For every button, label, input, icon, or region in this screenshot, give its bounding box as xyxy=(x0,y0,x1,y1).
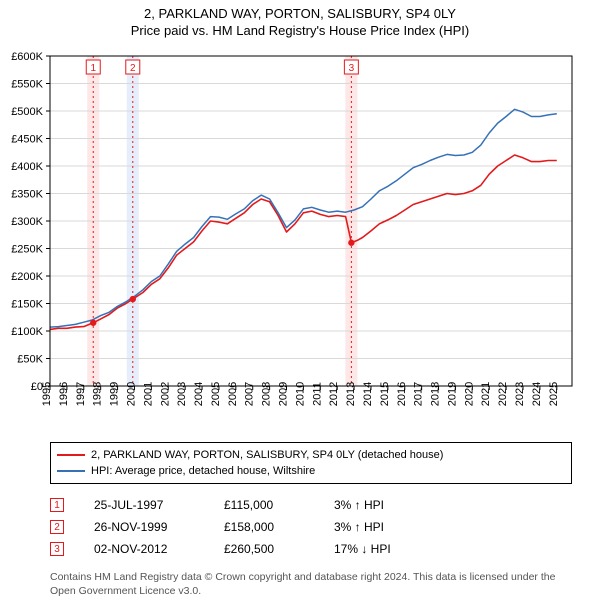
transaction-table: 1 25-JUL-1997 £115,000 3% ↑ HPI 2 26-NOV-1999… xyxy=(50,494,572,560)
xtick-label: 2023 xyxy=(514,382,526,406)
transaction-delta: 3% ↑ HPI xyxy=(334,520,434,534)
footnote: Contains HM Land Registry data © Crown c… xyxy=(50,570,572,598)
marker-point xyxy=(90,320,96,326)
ytick-label: £350K xyxy=(11,189,43,201)
marker-point xyxy=(130,296,136,302)
xtick-label: 2021 xyxy=(480,382,492,406)
legend-swatch xyxy=(57,454,85,456)
marker-badge-num: 2 xyxy=(130,63,136,74)
marker-point xyxy=(348,240,354,246)
xtick-label: 2002 xyxy=(159,382,171,406)
transaction-badge: 2 xyxy=(50,520,64,534)
xtick-label: 2018 xyxy=(430,382,442,406)
title-block: 2, PARKLAND WAY, PORTON, SALISBURY, SP4 … xyxy=(0,0,600,38)
marker-badge-num: 1 xyxy=(90,63,96,74)
ytick-label: £100K xyxy=(11,326,43,338)
xtick-label: 2014 xyxy=(362,382,374,406)
transaction-badge: 1 xyxy=(50,498,64,512)
xtick-label: 1996 xyxy=(58,382,70,406)
ytick-label: £500K xyxy=(11,106,43,118)
xtick-label: 2001 xyxy=(142,382,154,406)
ytick-label: £200K xyxy=(11,271,43,283)
transaction-date: 25-JUL-1997 xyxy=(94,498,194,512)
chart-container: 2, PARKLAND WAY, PORTON, SALISBURY, SP4 … xyxy=(0,0,600,598)
ytick-label: £150K xyxy=(11,299,43,311)
transaction-date: 02-NOV-2012 xyxy=(94,542,194,556)
series-line-hpi xyxy=(50,109,557,327)
xtick-label: 2006 xyxy=(227,382,239,406)
plot-area: £0£50K£100K£150K£200K£250K£300K£350K£400… xyxy=(0,46,600,436)
xtick-label: 2017 xyxy=(413,382,425,406)
ytick-label: £50K xyxy=(17,354,43,366)
xtick-label: 2000 xyxy=(125,382,137,406)
xtick-label: 2012 xyxy=(328,382,340,406)
transaction-price: £158,000 xyxy=(224,520,304,534)
ytick-label: £400K xyxy=(11,161,43,173)
transaction-price: £260,500 xyxy=(224,542,304,556)
line-chart-svg: £0£50K£100K£150K£200K£250K£300K£350K£400… xyxy=(0,46,600,436)
xtick-label: 2007 xyxy=(244,382,256,406)
transaction-delta: 3% ↑ HPI xyxy=(334,498,434,512)
transaction-row: 1 25-JUL-1997 £115,000 3% ↑ HPI xyxy=(50,494,572,516)
transaction-row: 2 26-NOV-1999 £158,000 3% ↑ HPI xyxy=(50,516,572,538)
ytick-label: £300K xyxy=(11,216,43,228)
legend-item: 2, PARKLAND WAY, PORTON, SALISBURY, SP4 … xyxy=(57,447,565,463)
transaction-price: £115,000 xyxy=(224,498,304,512)
xtick-label: 2024 xyxy=(531,382,543,406)
ytick-label: £450K xyxy=(11,134,43,146)
xtick-label: 2008 xyxy=(261,382,273,406)
xtick-label: 2009 xyxy=(278,382,290,406)
title-address: 2, PARKLAND WAY, PORTON, SALISBURY, SP4 … xyxy=(0,6,600,21)
xtick-label: 2013 xyxy=(345,382,357,406)
xtick-label: 2025 xyxy=(548,382,560,406)
xtick-label: 2003 xyxy=(176,382,188,406)
xtick-label: 2019 xyxy=(446,382,458,406)
xtick-label: 2004 xyxy=(193,382,205,406)
legend-label: 2, PARKLAND WAY, PORTON, SALISBURY, SP4 … xyxy=(91,447,443,463)
transaction-delta: 17% ↓ HPI xyxy=(334,542,434,556)
xtick-label: 2015 xyxy=(379,382,391,406)
ytick-label: £250K xyxy=(11,244,43,256)
legend-swatch xyxy=(57,470,85,472)
marker-badge-num: 3 xyxy=(349,63,355,74)
xtick-label: 1997 xyxy=(75,382,87,406)
xtick-label: 2016 xyxy=(396,382,408,406)
title-subtitle: Price paid vs. HM Land Registry's House … xyxy=(0,23,600,38)
xtick-label: 2022 xyxy=(497,382,509,406)
ytick-label: £550K xyxy=(11,79,43,91)
xtick-label: 1995 xyxy=(41,382,53,406)
xtick-label: 2020 xyxy=(463,382,475,406)
xtick-label: 2005 xyxy=(210,382,222,406)
transaction-badge: 3 xyxy=(50,542,64,556)
xtick-label: 1998 xyxy=(92,382,104,406)
legend: 2, PARKLAND WAY, PORTON, SALISBURY, SP4 … xyxy=(50,442,572,484)
xtick-label: 1999 xyxy=(109,382,121,406)
legend-label: HPI: Average price, detached house, Wilt… xyxy=(91,463,315,479)
transaction-date: 26-NOV-1999 xyxy=(94,520,194,534)
xtick-label: 2010 xyxy=(294,382,306,406)
legend-item: HPI: Average price, detached house, Wilt… xyxy=(57,463,565,479)
transaction-row: 3 02-NOV-2012 £260,500 17% ↓ HPI xyxy=(50,538,572,560)
ytick-label: £600K xyxy=(11,51,43,63)
